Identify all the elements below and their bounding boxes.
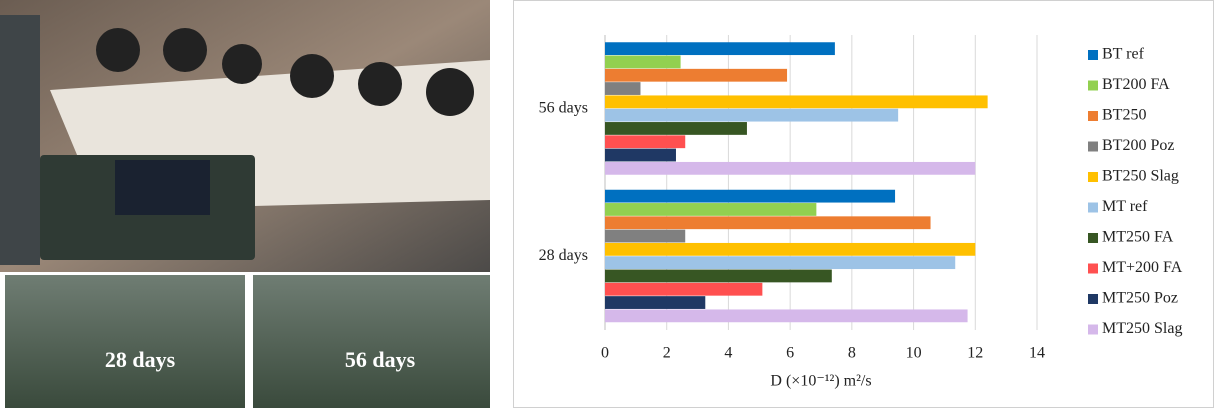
legend-label: MT+200 FA: [1102, 259, 1183, 276]
photo-56-days: [253, 275, 490, 408]
legend-swatch: [1088, 81, 1098, 91]
bar: [605, 42, 835, 55]
legend-label: BT250: [1102, 107, 1146, 124]
bar: [605, 296, 705, 309]
figure: 28 days 56 days D (×10⁻¹²) m²/s 0 2 4 6 8 10 1…: [0, 0, 1215, 408]
x-tick-label: 0: [601, 345, 609, 362]
legend-swatch: [1088, 111, 1098, 121]
bar: [605, 190, 895, 203]
bar: [605, 162, 975, 175]
photo-28-days: [5, 275, 245, 408]
x-tick-label: 6: [786, 345, 794, 362]
legend-label: MT250 Poz: [1102, 290, 1178, 307]
legend-swatch: [1088, 264, 1098, 274]
bar: [605, 95, 988, 108]
legend-label: BT200 Poz: [1102, 137, 1174, 154]
bar: [605, 82, 640, 95]
page: 28 days 56 days D (×10⁻¹²) m²/s 0 2 4 6 8 10 1…: [0, 0, 1215, 408]
photo-label: 28 days: [105, 347, 176, 372]
bar: [605, 69, 787, 82]
x-tick-label: 8: [848, 345, 856, 362]
bar: [605, 309, 968, 322]
bar: [605, 122, 747, 135]
x-tick-label: 14: [1029, 345, 1045, 362]
bar: [605, 270, 832, 283]
legend-label: BT250 Slag: [1102, 168, 1179, 185]
plot: 0 2 4 6 8 10 12 14 56 days 28 days BT ref BT200 FA B…: [539, 35, 1183, 362]
bar: [605, 203, 816, 216]
legend-label: MT250 FA: [1102, 229, 1174, 246]
legend-label: MT ref: [1102, 198, 1148, 215]
legend-swatch: [1088, 142, 1098, 152]
bar: [605, 283, 762, 296]
bar: [605, 149, 676, 162]
bar: [605, 230, 685, 243]
y-tick-label: 56 days: [539, 99, 588, 116]
legend-swatch: [1088, 233, 1098, 243]
bar: [605, 243, 975, 256]
legend-label: BT200 FA: [1102, 76, 1170, 93]
x-tick-label: 2: [663, 345, 671, 362]
bar: [605, 256, 955, 269]
x-tick-label: 12: [967, 345, 983, 362]
legend-swatch: [1088, 294, 1098, 304]
legend-swatch: [1088, 203, 1098, 213]
x-tick-label: 4: [724, 345, 732, 362]
x-tick-label: 10: [906, 345, 922, 362]
bar: [605, 56, 681, 69]
bar: [605, 109, 898, 122]
legend-label: BT ref: [1102, 46, 1145, 63]
legend-swatch: [1088, 172, 1098, 182]
legend-swatch: [1088, 325, 1098, 335]
photo-label: 56 days: [345, 347, 416, 372]
legend-swatch: [1088, 50, 1098, 60]
bar: [605, 216, 931, 229]
x-axis-title: D (×10⁻¹²) m²/s: [770, 373, 871, 390]
y-tick-label: 28 days: [539, 247, 588, 264]
legend-label: MT250 Slag: [1102, 320, 1182, 337]
bar: [605, 135, 685, 148]
photo-setup: [0, 0, 490, 272]
